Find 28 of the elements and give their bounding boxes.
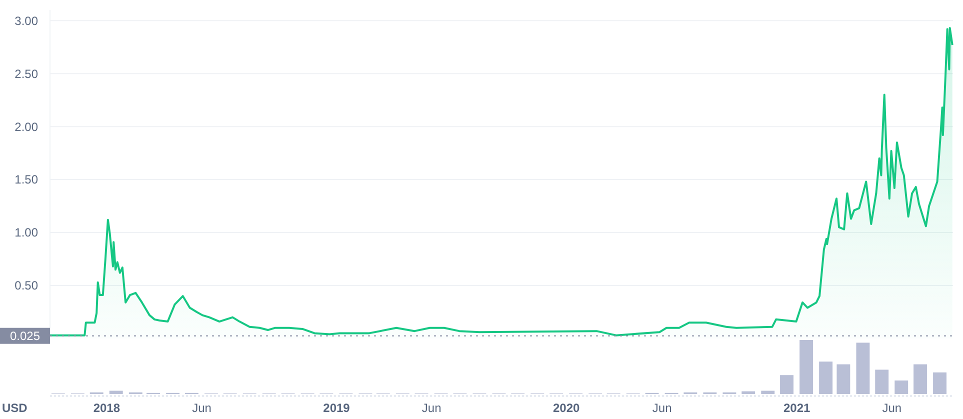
y-tick-label: 1.00: [14, 226, 38, 240]
y-tick-label: 2.50: [14, 66, 38, 81]
bar: [894, 380, 908, 394]
x-tick-label: 2021: [783, 401, 811, 415]
y-tick-label: 2.00: [14, 120, 38, 134]
x-tick-label: 2018: [93, 401, 120, 415]
x-tick-label: 2019: [323, 401, 350, 415]
y-tick-label: 1.50: [14, 172, 38, 187]
bar: [761, 390, 775, 394]
text: USD: [2, 401, 28, 415]
y-tick-label: 0.50: [14, 278, 38, 293]
x-tick-label: 2020: [553, 401, 580, 415]
x-tick-label: Jun: [882, 401, 902, 415]
x-tick-label: Jun: [192, 401, 212, 415]
bar: [856, 342, 870, 394]
ref-line-label: 0.025: [10, 329, 40, 344]
bar: [836, 364, 850, 394]
x-tick-label: Jun: [652, 401, 672, 415]
bar: [819, 362, 833, 394]
bar: [914, 364, 927, 394]
bar: [933, 372, 946, 394]
bar: [109, 390, 123, 394]
bar: [875, 370, 889, 394]
bar: [742, 391, 756, 394]
x-tick-label: Jun: [422, 401, 442, 415]
bar: [800, 340, 814, 394]
bar: [780, 375, 794, 394]
y-tick-label: 3.00: [14, 14, 38, 28]
